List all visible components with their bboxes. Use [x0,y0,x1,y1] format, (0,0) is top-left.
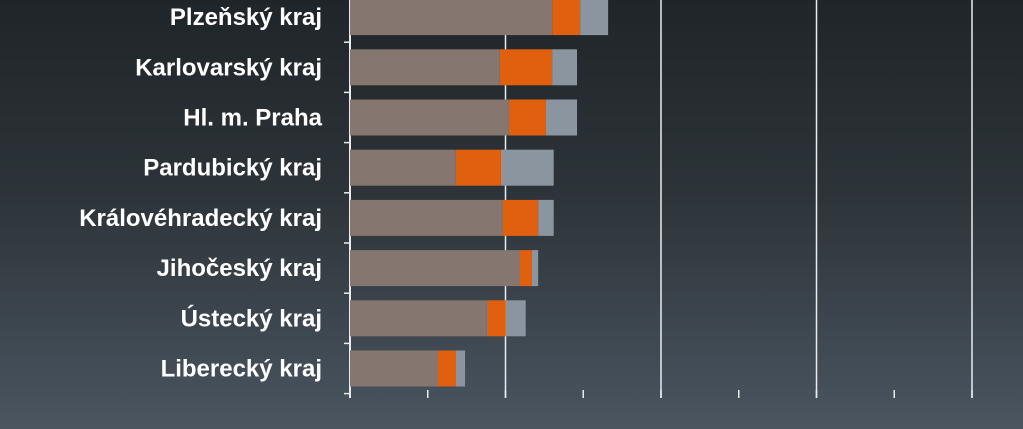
bar-segment [531,250,539,287]
category-label: Liberecký kraj [161,356,322,383]
bar-segment [519,250,532,287]
bar-segment [552,49,578,86]
bar-segment [350,49,500,86]
bar-segment [502,199,539,236]
category-label: Karlovarský kraj [135,54,322,81]
bar-segment [350,0,553,36]
category-label: Pardubický kraj [143,155,322,182]
bar-segment [505,300,526,337]
bar-segment [350,99,509,136]
bar-segment [455,350,466,387]
category-label: Plzeňský kraj [170,4,322,31]
bars [350,0,609,387]
bar-segment [350,350,438,387]
bar-segment [508,99,546,136]
bar-segment [350,199,503,236]
bar-segment [545,99,578,136]
category-label: Jihočeský kraj [157,255,322,282]
bar-segment [580,0,609,36]
bar-segment [499,49,553,86]
category-label: Hl. m. Praha [183,105,322,132]
bar-segment [486,300,506,337]
category-label: Královéhradecký kraj [79,205,322,232]
bar-segment [455,149,501,186]
bar-segment [437,350,456,387]
bar-segment [538,199,554,236]
bar-segment [500,149,554,186]
category-labels: Plzeňský kraj Karlovarský kraj Hl. m. Prah… [79,4,322,382]
bar-segment [350,149,456,186]
bar-segment [350,250,520,287]
bar-segment [350,300,487,337]
category-label: Ústecký kraj [181,304,322,332]
bar-segment [552,0,581,36]
